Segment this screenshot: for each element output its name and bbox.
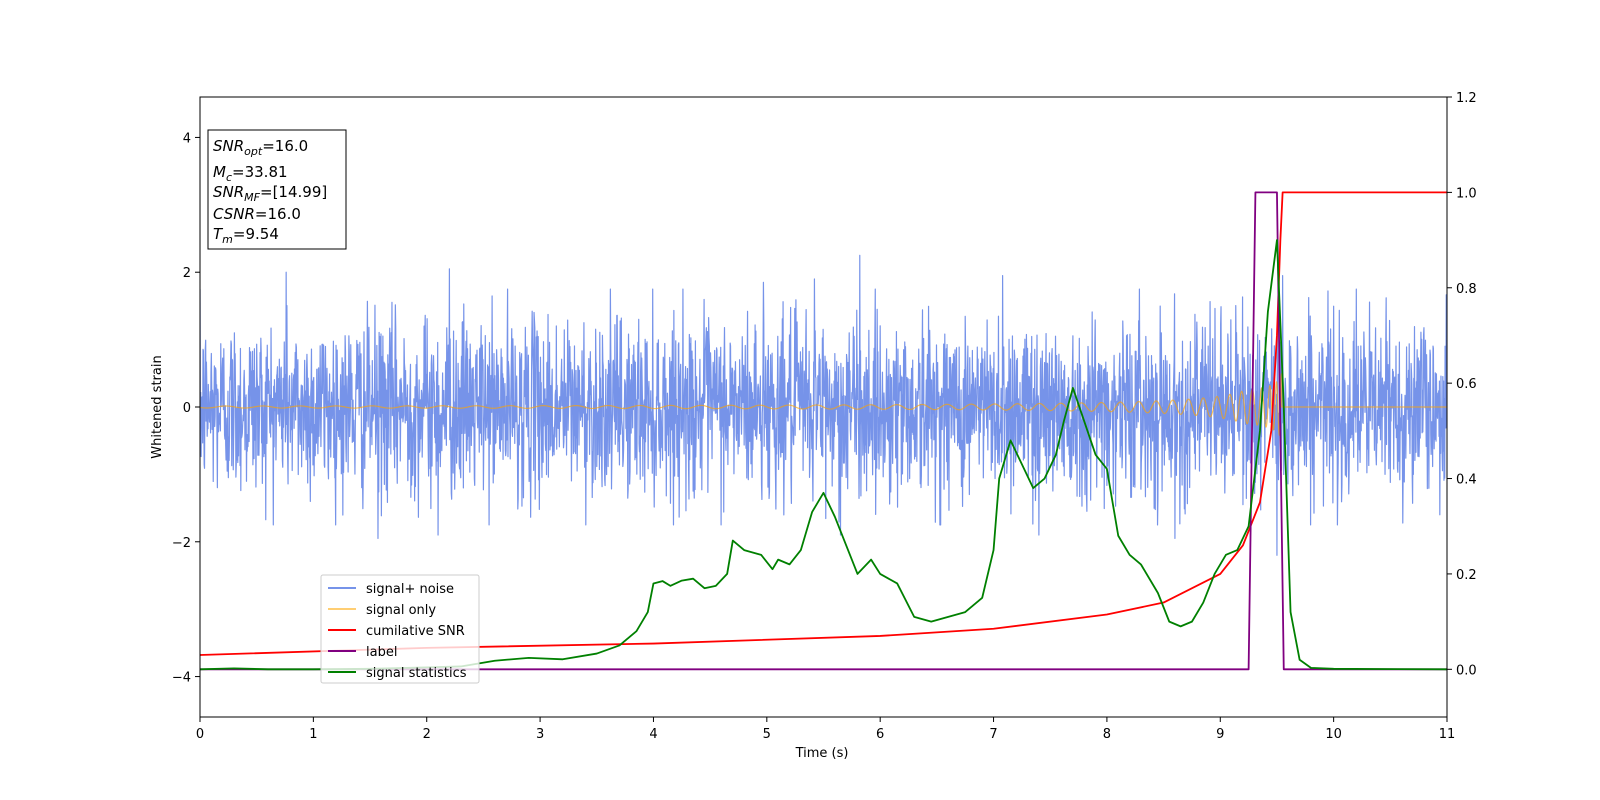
info-tm-base: T — [213, 225, 224, 243]
y-left-tick-label: 2 — [183, 266, 191, 281]
info-snr-mf-base: SNR — [213, 183, 244, 201]
x-axis-label: Time (s) — [795, 746, 849, 761]
info-csnr: CSNR=16.0 — [213, 205, 301, 223]
info-snr-mf: SNRMF=[14.99] — [213, 183, 327, 204]
info-csnr-value: =16.0 — [255, 205, 301, 223]
info-csnr-base: CSNR — [213, 205, 255, 223]
legend-label: label — [366, 645, 397, 660]
x-tick-label: 11 — [1439, 727, 1456, 742]
series-cumilative-snr — [200, 191, 1447, 656]
info-tm-value: =9.54 — [233, 225, 279, 243]
y-right-tick-label: 0.4 — [1456, 473, 1477, 488]
x-tick-label: 6 — [876, 727, 884, 742]
info-tm: Tm=9.54 — [213, 225, 279, 246]
x-tick-label: 9 — [1216, 727, 1224, 742]
y-right-tick-label: 0.6 — [1456, 377, 1477, 392]
info-box: SNRopt=16.0 Mc=33.81 SNRMF=[14.99] CSNR=… — [207, 129, 347, 250]
x-tick-label: 10 — [1325, 727, 1342, 742]
x-tick-label: 1 — [309, 727, 317, 742]
series-signal-statistics — [200, 239, 1447, 671]
info-mc-value: =33.81 — [232, 163, 288, 181]
legend-label: cumilative SNR — [366, 624, 465, 639]
y-right-tick-label: 1.2 — [1456, 91, 1477, 106]
x-axis: 0 1 2 3 4 5 6 7 8 9 10 11 — [196, 717, 1455, 742]
legend-label: signal statistics — [366, 666, 467, 681]
legend: signal+ noise signal only cumilative SNR la… — [320, 574, 480, 684]
x-tick-label: 5 — [763, 727, 771, 742]
info-mc-base: M — [213, 163, 226, 181]
y-axis-left-label: Whitened strain — [150, 355, 165, 458]
y-left-tick-label: 4 — [183, 131, 191, 146]
series-signal-noise — [200, 254, 1447, 556]
series-label — [200, 191, 1447, 671]
legend-label: signal only — [366, 603, 436, 618]
y-right-tick-label: 0.8 — [1456, 282, 1477, 297]
info-snr-opt-value: =16.0 — [262, 137, 308, 155]
info-snr-opt: SNRopt=16.0 — [213, 137, 308, 158]
info-snr-opt-sub: opt — [244, 145, 263, 158]
y-axis-left: −4 −2 0 2 4 — [172, 131, 200, 686]
info-snr-opt-base: SNR — [213, 137, 244, 155]
x-tick-label: 2 — [423, 727, 431, 742]
x-tick-label: 0 — [196, 727, 204, 742]
info-snr-mf-value: =[14.99] — [260, 183, 327, 201]
info-mc: Mc=33.81 — [213, 163, 288, 184]
legend-frame — [320, 574, 480, 684]
x-tick-label: 8 — [1103, 727, 1111, 742]
y-left-tick-label: 0 — [183, 401, 191, 416]
info-box-frame — [207, 129, 347, 250]
info-snr-mf-sub: MF — [244, 191, 260, 204]
series-layer — [200, 191, 1447, 671]
y-right-tick-label: 1.0 — [1456, 186, 1477, 201]
y-right-tick-label: 0.2 — [1456, 568, 1477, 583]
y-right-tick-label: 0.0 — [1456, 663, 1477, 678]
y-left-tick-label: −2 — [172, 536, 191, 551]
y-axis-right: 0.0 0.2 0.4 0.6 0.8 1.0 1.2 — [1447, 91, 1477, 678]
legend-label: signal+ noise — [366, 582, 454, 597]
x-tick-label: 3 — [536, 727, 544, 742]
x-tick-label: 7 — [989, 727, 997, 742]
info-mc-sub: c — [226, 171, 232, 184]
y-left-tick-label: −4 — [172, 671, 191, 686]
series-signal-only — [200, 373, 1447, 436]
x-tick-label: 4 — [649, 727, 657, 742]
info-tm-sub: m — [222, 233, 233, 246]
